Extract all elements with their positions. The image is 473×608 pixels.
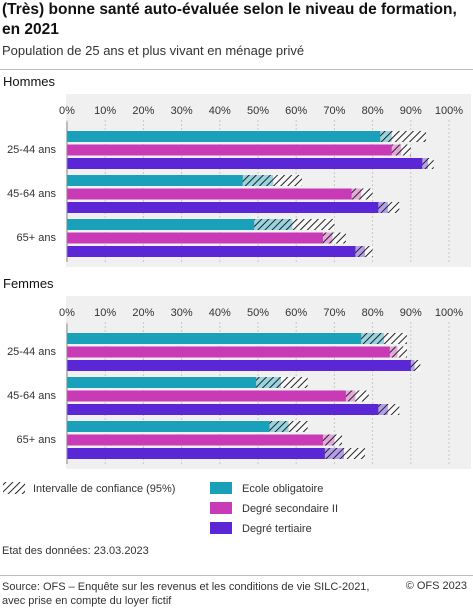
confidence-interval [322,434,343,446]
confidence-interval [378,404,400,415]
legend-ci-swatch [3,482,25,494]
legend-label: Ecole obligatoire [242,483,323,495]
category-label: 45-64 ans [7,188,56,200]
data-date: Etat des données: 23.03.2023 [2,545,149,557]
category-label: 45-64 ans [7,390,56,402]
confidence-interval [324,448,365,459]
header-divider [0,69,473,70]
legend-swatch [210,522,232,534]
bar [67,246,365,257]
confidence-interval [391,144,411,156]
confidence-interval [355,246,373,257]
bar [67,434,335,446]
tick-label: 70% [323,307,345,319]
tick-label: 20% [132,307,154,319]
category-label: 25-44 ans [7,346,56,358]
footer-divider [0,575,473,576]
confidence-interval [380,131,427,142]
tick-label: 60% [285,307,307,319]
legend-ci-label: Intervalle de confiance (95%) [33,483,175,495]
tick-label: 0% [59,105,75,117]
confidence-interval [254,219,335,230]
panel-label-1: Femmes [3,276,54,291]
bar [67,202,388,213]
confidence-interval [389,346,407,358]
bar [67,390,356,402]
confidence-interval [345,390,369,402]
bar [67,232,333,244]
tick-label: 50% [247,307,269,319]
legend-label: Degré secondaire II [242,503,338,515]
tick-label: 40% [209,307,231,319]
confidence-interval [256,377,308,388]
tick-label: 10% [94,105,116,117]
tick-label: 80% [362,105,384,117]
confidence-interval [269,421,308,432]
chart-layer: Hommes 0% 10% 20% 30% 40% 50% 60% 70% 80% 90% 100% 2… [3,74,471,535]
confidence-interval [422,158,434,169]
bar [67,175,274,186]
chart-subtitle: Population de 25 ans et plus vivant en m… [2,43,305,58]
legend-label: Degré tertiaire [242,523,312,535]
bar [67,421,289,432]
bar [67,346,398,358]
tick-label: 0% [59,307,75,319]
tick-label: 10% [94,307,116,319]
tick-label: 70% [323,105,345,117]
bar [67,333,385,344]
tick-label: 80% [362,307,384,319]
tick-label: 90% [400,307,422,319]
bar [67,360,415,371]
confidence-interval [361,333,407,344]
chart-title: (Très) bonne santé auto-évaluée selon le… [2,1,457,38]
tick-label: 20% [132,105,154,117]
category-label: 65+ ans [17,434,57,446]
tick-label: 100% [435,105,463,117]
legend-swatch [210,502,232,514]
bar [67,144,402,156]
bar [67,448,344,459]
chart-canvas: Hommes 0% 10% 20% 30% 40% 50% 60% 70% 80% 90% 100% 2… [3,74,471,535]
confidence-interval [322,232,346,244]
tick-label: 90% [400,105,422,117]
tick-label: 30% [171,105,193,117]
bar [67,404,388,415]
tick-label: 40% [209,105,231,117]
category-label: 65+ ans [17,232,57,244]
bar [67,377,281,388]
tick-label: 60% [285,105,307,117]
panel-label-0: Hommes [3,74,56,89]
source-line-2: avec prise en compte du loyer fictif [2,595,172,607]
category-label: 25-44 ans [7,144,56,156]
bar [67,219,293,230]
bar [67,131,392,142]
bar [67,188,362,200]
legend-swatch [210,482,232,494]
tick-label: 50% [247,105,269,117]
tick-label: 30% [171,307,193,319]
confidence-interval [410,360,421,371]
source-note: Source: OFS – Enquête sur les revenus et… [2,580,402,608]
copyright: © OFS 2023 [405,580,467,592]
bar [67,158,428,169]
confidence-interval [351,188,373,200]
confidence-interval [378,202,400,213]
tick-label: 100% [435,307,463,319]
source-line-1: Source: OFS – Enquête sur les revenus et… [2,581,370,593]
confidence-interval [242,175,302,186]
